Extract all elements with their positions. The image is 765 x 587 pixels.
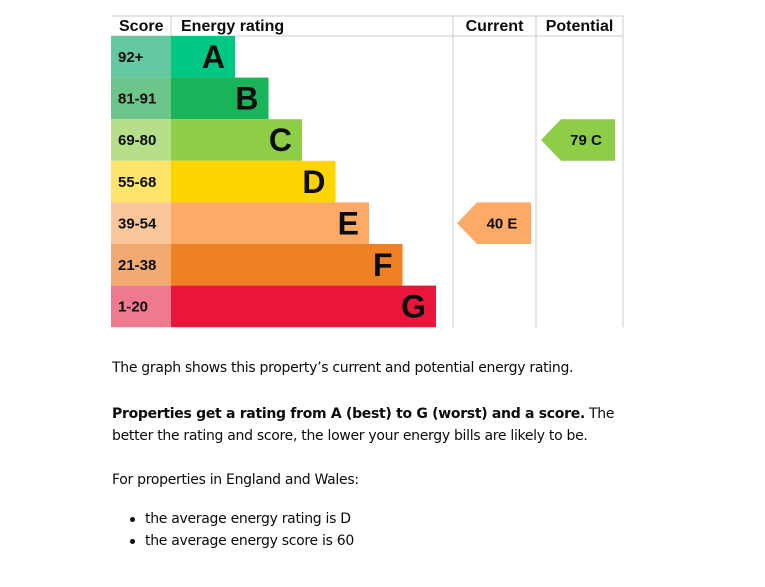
- rating-bar-D: [171, 160, 336, 203]
- score-cell-B: [111, 77, 171, 120]
- score-cell-F: [111, 244, 171, 286]
- rating-letter-C: C: [269, 122, 292, 158]
- score-cell-D: [111, 160, 171, 203]
- score-range-F: 21-38: [118, 257, 156, 274]
- score-range-G: 1-20: [118, 299, 148, 316]
- rating-bar-E: [171, 202, 369, 244]
- england-wales-intro: For properties in England and Wales:: [112, 472, 359, 488]
- potential-rating-arrow: [541, 119, 615, 161]
- score-range-D: 55-68: [118, 174, 156, 191]
- current-rating-arrow: [457, 202, 531, 244]
- rating-bar-C: [171, 119, 302, 161]
- rating-bar-G: [171, 285, 436, 328]
- rating-letter-G: G: [401, 289, 426, 325]
- rating-explanation: Properties get a rating from A (best) to…: [112, 403, 632, 447]
- rating-letter-A: A: [202, 39, 225, 75]
- header-energy-rating: Energy rating: [181, 18, 284, 35]
- score-cell-E: [111, 202, 171, 244]
- current-rating-label: 40 E: [487, 215, 518, 232]
- average-score-item: the average energy score is 60: [112, 530, 632, 552]
- score-range-B: 81-91: [118, 91, 156, 108]
- rating-explanation-rest: The better the rating and score, the low…: [112, 406, 615, 444]
- rating-bar-B: [171, 77, 269, 120]
- rating-letter-B: B: [235, 81, 258, 117]
- header-score: Score: [119, 18, 164, 35]
- score-cell-G: [111, 285, 171, 328]
- energy-rating-chart: Score Energy rating Current Potential 92+ A 81…: [111, 15, 624, 328]
- score-range-C: 69-80: [118, 132, 156, 149]
- rating-letter-D: D: [302, 164, 325, 200]
- rating-bar-F: [171, 244, 403, 286]
- score-range-A: 92+: [118, 49, 144, 66]
- potential-rating-label: 79 C: [570, 132, 602, 149]
- rating-letter-E: E: [338, 205, 359, 241]
- averages-list: the average energy rating is D the avera…: [112, 508, 632, 552]
- score-range-E: 39-54: [118, 215, 157, 232]
- rating-bar-A: [171, 36, 235, 78]
- graph-description: The graph shows this property’s current …: [112, 360, 574, 376]
- header-potential: Potential: [546, 18, 614, 35]
- rating-explanation-bold: Properties get a rating from A (best) to…: [112, 406, 585, 422]
- score-cell-A: [111, 36, 171, 78]
- average-rating-item: the average energy rating is D: [112, 508, 632, 530]
- header-current: Current: [466, 18, 524, 35]
- rating-letter-F: F: [373, 247, 393, 283]
- score-cell-C: [111, 119, 171, 161]
